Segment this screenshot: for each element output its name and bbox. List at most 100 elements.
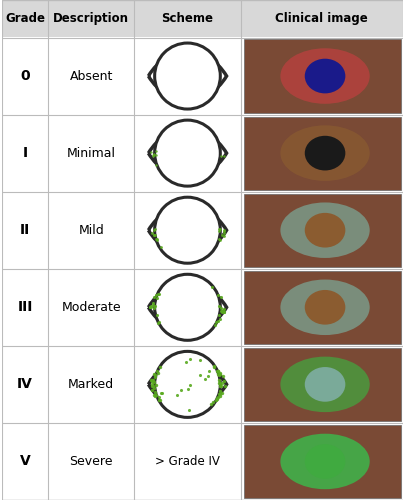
Ellipse shape — [305, 58, 345, 94]
Point — [157, 244, 164, 252]
Point — [217, 392, 223, 400]
Point — [156, 392, 162, 400]
Point — [221, 226, 228, 234]
Point — [185, 406, 192, 414]
Point — [216, 226, 223, 234]
Point — [216, 311, 222, 319]
Point — [220, 308, 227, 316]
Point — [147, 303, 154, 311]
Point — [154, 366, 160, 374]
Bar — [2, 0, 403, 38]
Point — [215, 370, 222, 378]
Point — [219, 306, 226, 314]
Point — [154, 369, 161, 377]
Bar — [2, 423, 403, 500]
Point — [150, 382, 156, 390]
Point — [150, 298, 156, 306]
Bar — [244, 194, 401, 267]
Point — [149, 229, 155, 237]
Point — [155, 290, 161, 298]
Point — [155, 318, 161, 326]
Text: Moderate: Moderate — [61, 301, 121, 314]
Text: I: I — [23, 146, 28, 160]
Text: Description: Description — [53, 12, 129, 25]
Point — [214, 317, 221, 325]
Ellipse shape — [155, 352, 220, 418]
Point — [154, 236, 160, 244]
Point — [214, 392, 221, 400]
Point — [221, 226, 227, 234]
Point — [197, 356, 203, 364]
Point — [152, 230, 158, 238]
Point — [217, 379, 224, 387]
Bar — [244, 40, 401, 113]
Ellipse shape — [305, 136, 345, 170]
Point — [221, 152, 227, 160]
Point — [220, 230, 227, 237]
PathPatch shape — [148, 206, 226, 254]
Point — [197, 372, 204, 380]
Point — [185, 385, 191, 393]
Point — [214, 394, 220, 402]
Point — [174, 391, 180, 399]
Point — [156, 290, 162, 298]
Point — [151, 302, 158, 310]
Point — [183, 358, 189, 366]
Point — [152, 392, 158, 400]
Point — [178, 386, 185, 394]
Point — [217, 370, 223, 378]
Ellipse shape — [280, 202, 370, 258]
Text: IV: IV — [17, 378, 33, 392]
Point — [149, 380, 156, 388]
Point — [149, 376, 155, 384]
Point — [210, 364, 217, 372]
Point — [206, 366, 212, 374]
Point — [219, 230, 225, 238]
Bar — [2, 268, 403, 346]
Point — [216, 227, 223, 235]
PathPatch shape — [148, 129, 226, 178]
Point — [153, 291, 160, 299]
Point — [217, 382, 223, 390]
Point — [221, 377, 227, 385]
Text: II: II — [20, 223, 30, 237]
Point — [186, 354, 193, 362]
Text: Clinical image: Clinical image — [275, 12, 368, 25]
Point — [205, 372, 211, 380]
Text: Scheme: Scheme — [162, 12, 214, 25]
Point — [210, 398, 217, 406]
Point — [153, 381, 160, 389]
Ellipse shape — [305, 290, 345, 324]
Ellipse shape — [305, 367, 345, 402]
Point — [154, 312, 160, 320]
Ellipse shape — [280, 48, 370, 104]
Point — [150, 376, 157, 384]
Point — [151, 150, 157, 158]
Point — [150, 370, 157, 378]
Point — [222, 382, 228, 390]
Bar — [244, 271, 401, 344]
Point — [147, 376, 154, 384]
Point — [147, 303, 154, 311]
Point — [154, 235, 161, 243]
Point — [151, 230, 158, 238]
Point — [217, 307, 224, 315]
Ellipse shape — [155, 120, 220, 186]
Point — [219, 389, 225, 397]
Point — [216, 302, 222, 310]
Ellipse shape — [155, 197, 220, 263]
Point — [216, 390, 222, 398]
PathPatch shape — [148, 52, 226, 100]
Point — [148, 386, 155, 394]
Point — [151, 378, 158, 386]
Point — [187, 381, 193, 389]
Point — [219, 372, 226, 380]
Point — [150, 294, 157, 302]
Point — [157, 363, 164, 371]
Point — [154, 294, 160, 302]
Point — [156, 396, 163, 404]
Bar — [2, 114, 403, 192]
Point — [218, 382, 224, 390]
Point — [150, 152, 156, 160]
Point — [150, 151, 156, 159]
